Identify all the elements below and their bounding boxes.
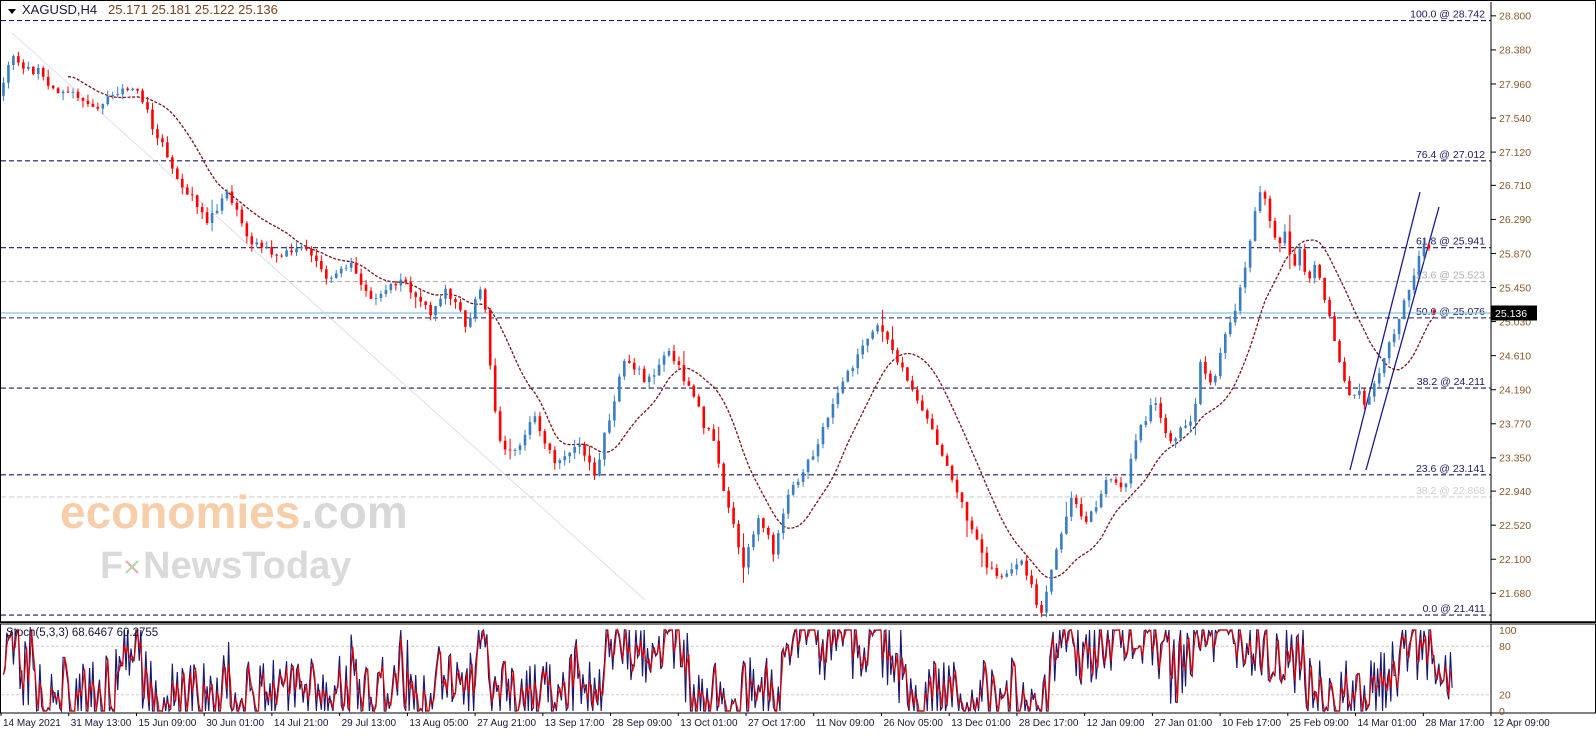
svg-text:0: 0 [1499,706,1505,718]
svg-text:28 Dec 17:00: 28 Dec 17:00 [1019,718,1079,729]
svg-text:NewsToday: NewsToday [143,545,351,587]
svg-text:26 Nov 05:00: 26 Nov 05:00 [884,718,944,729]
svg-text:22.940: 22.940 [1499,486,1531,498]
svg-text:14 Jul 21:00: 14 Jul 21:00 [274,718,329,729]
svg-text:Stoch(5,3,3) 68.6467 60.2755: Stoch(5,3,3) 68.6467 60.2755 [6,627,158,639]
svg-text:29 Jul 13:00: 29 Jul 13:00 [342,718,397,729]
svg-text:25 Feb 09:00: 25 Feb 09:00 [1290,718,1349,729]
svg-text:XAGUSD,H4: XAGUSD,H4 [22,2,97,17]
svg-text:28.800: 28.800 [1499,11,1531,23]
svg-text:26.710: 26.710 [1499,180,1531,192]
svg-text:F: F [100,545,123,587]
svg-text:28 Mar 17:00: 28 Mar 17:00 [1425,718,1484,729]
svg-text:76.4 @ 27.012: 76.4 @ 27.012 [1416,149,1485,161]
svg-text:economies.com: economies.com [60,486,408,538]
svg-text:31 May 13:00: 31 May 13:00 [71,718,132,729]
svg-text:25.136: 25.136 [1495,308,1527,320]
svg-text:27 Jan 01:00: 27 Jan 01:00 [1154,718,1212,729]
svg-text:27.540: 27.540 [1499,113,1531,125]
svg-text:11 Nov 09:00: 11 Nov 09:00 [816,718,875,729]
svg-text:27.120: 27.120 [1499,147,1531,159]
svg-text:38.2 @ 24.211: 38.2 @ 24.211 [1417,376,1485,388]
svg-text:61.8 @ 25.941: 61.8 @ 25.941 [1416,236,1485,248]
svg-text:24.190: 24.190 [1499,385,1531,397]
svg-text:27 Aug 21:00: 27 Aug 21:00 [477,718,536,729]
svg-text:22.100: 22.100 [1499,554,1531,566]
svg-text:21.680: 21.680 [1499,588,1531,600]
svg-text:25.450: 25.450 [1499,282,1531,294]
svg-text:23.6 @ 25.523: 23.6 @ 25.523 [1416,270,1485,282]
svg-text:23.6 @ 23.141: 23.6 @ 23.141 [1416,463,1485,475]
svg-text:25.171 25.181 25.122 25.136: 25.171 25.181 25.122 25.136 [108,2,278,17]
svg-text:13 Sep 17:00: 13 Sep 17:00 [545,718,605,729]
svg-text:10 Feb 17:00: 10 Feb 17:00 [1222,718,1281,729]
svg-text:30 Jun 01:00: 30 Jun 01:00 [206,718,264,729]
svg-text:23.770: 23.770 [1499,419,1531,431]
svg-text:0.0 @ 21.411: 0.0 @ 21.411 [1423,603,1486,615]
svg-text:80: 80 [1499,641,1511,653]
svg-text:14 May 2021: 14 May 2021 [3,718,61,729]
svg-text:13 Oct 01:00: 13 Oct 01:00 [680,718,738,729]
svg-text:28.380: 28.380 [1499,45,1531,57]
svg-text:12 Apr 09:00: 12 Apr 09:00 [1493,718,1550,729]
svg-text:12 Jan 09:00: 12 Jan 09:00 [1087,718,1145,729]
svg-text:23.350: 23.350 [1499,453,1531,465]
svg-text:14 Mar 01:00: 14 Mar 01:00 [1358,718,1417,729]
svg-text:22.520: 22.520 [1499,520,1531,532]
svg-text:38.2 @ 22.868: 38.2 @ 22.868 [1416,485,1485,497]
svg-text:28 Sep 09:00: 28 Sep 09:00 [613,718,673,729]
svg-text:27 Oct 17:00: 27 Oct 17:00 [748,718,806,729]
svg-text:100.0 @ 28.742: 100.0 @ 28.742 [1410,9,1485,21]
svg-text:24.610: 24.610 [1499,350,1531,362]
svg-text:25.870: 25.870 [1499,248,1531,260]
svg-text:13 Dec 01:00: 13 Dec 01:00 [951,718,1011,729]
svg-text:15 Jun 09:00: 15 Jun 09:00 [139,718,197,729]
svg-text:20: 20 [1499,690,1511,702]
svg-text:50.0 @ 25.076: 50.0 @ 25.076 [1416,306,1485,318]
svg-text:100: 100 [1499,625,1517,637]
svg-text:27.960: 27.960 [1499,79,1531,91]
svg-text:13 Aug 05:00: 13 Aug 05:00 [409,718,468,729]
svg-text:26.290: 26.290 [1499,214,1531,226]
